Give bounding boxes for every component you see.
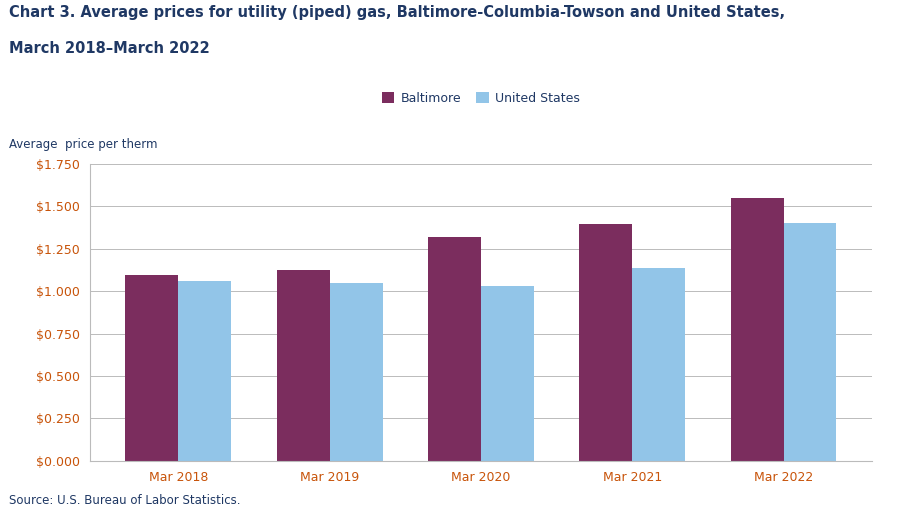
Text: Average  price per therm: Average price per therm xyxy=(9,138,157,151)
Bar xyxy=(178,281,231,461)
Bar xyxy=(579,224,632,461)
Bar xyxy=(784,223,836,461)
Bar xyxy=(731,198,784,461)
Bar xyxy=(126,274,178,461)
Text: Chart 3. Average prices for utility (piped) gas, Baltimore-Columbia-Towson and U: Chart 3. Average prices for utility (pip… xyxy=(9,5,785,20)
Text: March 2018–March 2022: March 2018–March 2022 xyxy=(9,41,209,56)
Bar xyxy=(330,283,383,461)
Bar xyxy=(428,237,481,461)
Bar xyxy=(277,270,330,461)
Bar xyxy=(481,286,534,461)
Text: Source: U.S. Bureau of Labor Statistics.: Source: U.S. Bureau of Labor Statistics. xyxy=(9,494,241,507)
Bar xyxy=(632,268,685,461)
Legend: Baltimore, United States: Baltimore, United States xyxy=(377,87,585,110)
